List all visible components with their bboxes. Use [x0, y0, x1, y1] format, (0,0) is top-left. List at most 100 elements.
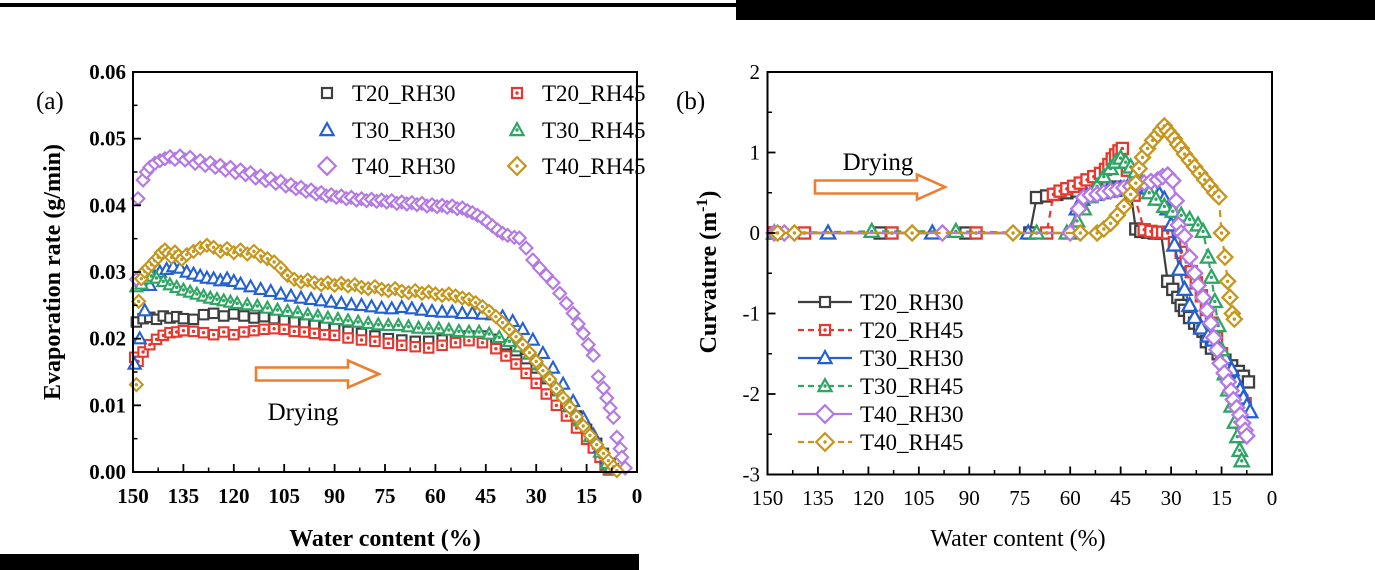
x-tick-label: 60: [425, 484, 446, 508]
data-point-T40_RH45: [785, 223, 804, 243]
data-point-T30_RH45: [289, 304, 306, 319]
data-point-T40_RH45: [1126, 173, 1145, 193]
legend-item-T20_RH45: T20_RH45: [510, 81, 646, 106]
data-point-T30_RH30: [262, 282, 279, 298]
data-point-T20_RH45: [342, 332, 354, 344]
data-point-T40_RH30: [1188, 276, 1208, 295]
data-point-T30_RH30: [383, 300, 400, 315]
legend-label: T20_RH30: [352, 81, 456, 106]
data-point-T30_RH45: [380, 316, 397, 332]
data-point-T30_RH30: [424, 302, 440, 318]
y-tick-label: 0.03: [89, 260, 126, 284]
data-point-T20_RH45: [288, 325, 301, 338]
data-point-T20_RH45: [137, 346, 149, 358]
data-point-T20_RH45: [177, 324, 190, 337]
data-point-T20_RH30: [248, 312, 260, 324]
data-point-T40_RH30: [1180, 247, 1199, 267]
data-point-T30_RH30: [303, 290, 319, 306]
redaction-bar-top-right: [736, 0, 1375, 20]
data-point-T20_RH30: [177, 312, 190, 325]
x-tick-label: 150: [752, 486, 784, 510]
data-point-T30_RH45: [350, 313, 366, 328]
data-point-T30_RH30: [1170, 259, 1189, 276]
data-point-T30_RH30: [1192, 318, 1211, 335]
y-axis-title: Evaporation rate (g/min): [40, 144, 66, 400]
data-point-T20_RH45: [328, 329, 341, 342]
axis-ticks: [132, 71, 638, 473]
x-tick-label: 45: [1110, 486, 1131, 510]
y-tick-label: -2: [743, 382, 761, 406]
data-point-T40_RH30: [511, 230, 528, 246]
y-tick-label: 0.02: [89, 327, 126, 351]
legend-item-T20_RH45: T20_RH45: [798, 318, 964, 343]
x-tick-label: 135: [168, 484, 200, 508]
data-point-T40_RH45: [1220, 288, 1240, 307]
data-point-T30_RH45: [320, 309, 336, 324]
data-point-T40_RH45: [608, 462, 625, 479]
data-point-T20_RH30: [1241, 375, 1256, 389]
data-point-T30_RH45: [410, 319, 427, 334]
data-point-T30_RH45: [330, 310, 346, 326]
data-point-T20_RH45: [228, 328, 240, 341]
x-tick-label: 135: [802, 486, 834, 510]
y-tick-label: 0.04: [89, 193, 126, 217]
data-point-T30_RH45: [229, 294, 245, 310]
drying-arrow: [813, 172, 949, 202]
data-point-T30_RH30: [514, 320, 531, 336]
data-point-T30_RH45: [1146, 189, 1166, 206]
series-T40_RH45: [128, 237, 625, 479]
data-point-T30_RH45: [400, 318, 417, 333]
data-point-T40_RH45: [521, 344, 538, 361]
data-point-T30_RH45: [1199, 247, 1218, 264]
data-point-T20_RH45: [550, 399, 563, 412]
data-point-T40_RH45: [1225, 309, 1244, 329]
data-point-T20_RH45: [422, 342, 435, 354]
data-point-T40_RH45: [1003, 223, 1023, 243]
x-tick-label: 90: [959, 486, 980, 510]
data-point-T30_RH45: [471, 323, 487, 338]
data-point-T40_RH45: [1212, 223, 1231, 243]
data-point-T40_RH45: [1071, 223, 1090, 243]
data-point-T30_RH30: [454, 304, 471, 320]
data-point-T30_RH45: [249, 297, 266, 312]
data-point-T20_RH45: [510, 358, 522, 370]
data-point-T40_RH30: [1193, 288, 1213, 307]
data-point-T30_RH30: [126, 355, 143, 370]
y-tick-label: 0.06: [89, 60, 126, 84]
data-point-T40_RH45: [130, 293, 147, 310]
y-tick-label: 0: [750, 221, 761, 245]
legend-label: T20_RH45: [542, 81, 646, 106]
x-axis-title: Water content (%): [930, 526, 1105, 552]
data-point-T20_RH45: [248, 324, 260, 337]
data-point-T30_RH45: [370, 316, 387, 331]
legend-label: T40_RH45: [860, 430, 964, 455]
data-point-T40_RH30: [933, 223, 952, 243]
data-point-T20_RH45: [382, 337, 395, 350]
data-point-T30_RH45: [310, 307, 326, 322]
data-point-T40_RH30: [580, 336, 597, 353]
panel-a-tag: (a): [36, 88, 64, 115]
y-tick-label: -1: [743, 302, 761, 326]
y-tick-label: 0.00: [89, 460, 126, 484]
y-tick-label: 0.01: [89, 393, 126, 417]
data-point-T40_RH30: [551, 285, 568, 302]
data-point-T40_RH30: [1201, 314, 1220, 333]
data-point-T30_RH45: [1094, 166, 1113, 184]
data-point-T30_RH45: [1180, 209, 1199, 226]
data-point-T40_RH30: [570, 316, 587, 332]
x-tick-label: 60: [1060, 486, 1081, 510]
data-point-T40_RH30: [524, 252, 541, 268]
data-point-T40_RH30: [518, 240, 534, 256]
data-point-T40_RH30: [1166, 191, 1186, 210]
legend-item-T40_RH45: T40_RH45: [506, 154, 646, 179]
x-tick-label: 15: [1211, 486, 1232, 510]
legend: T20_RH30 T20_RH45 T30_RH30 T30_RH45 T40_RH30…: [316, 81, 646, 179]
data-point-T20_RH45: [409, 340, 422, 353]
data-point-T20_RH45: [318, 328, 331, 341]
drying-label: Drying: [843, 149, 914, 176]
legend-label: T40_RH30: [352, 154, 456, 179]
x-tick-label: 120: [218, 484, 250, 508]
data-point-T30_RH30: [136, 302, 153, 317]
